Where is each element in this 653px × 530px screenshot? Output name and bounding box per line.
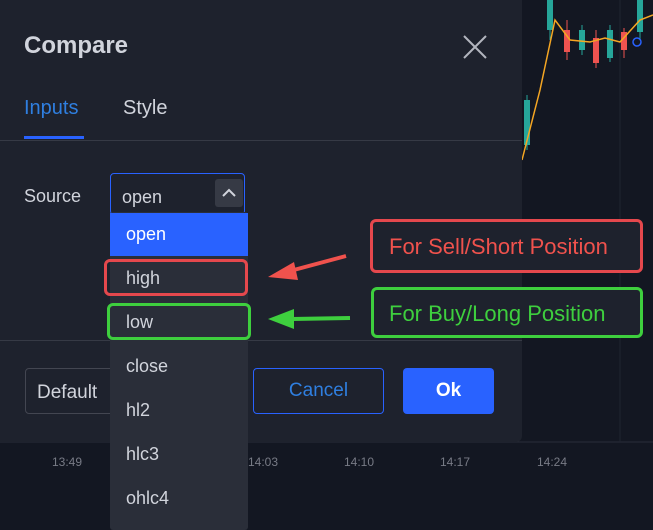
dropdown-list: open high low close hl2 hlc3 ohlc4 bbox=[110, 212, 248, 530]
divider bbox=[0, 140, 522, 141]
ok-button[interactable]: Ok bbox=[403, 368, 494, 414]
sell-annotation: For Sell/Short Position bbox=[370, 219, 643, 273]
dialog-title: Compare bbox=[24, 32, 129, 59]
time-label: 14:10 bbox=[344, 455, 375, 469]
dropdown-option[interactable]: hlc3 bbox=[126, 444, 160, 464]
cancel-button[interactable]: Cancel bbox=[253, 368, 384, 414]
select-value: open bbox=[122, 187, 163, 207]
dropdown-option[interactable]: high bbox=[126, 268, 161, 288]
source-label: Source bbox=[24, 186, 82, 206]
time-label: 14:24 bbox=[537, 455, 568, 469]
dropdown-option[interactable]: low bbox=[126, 312, 154, 332]
time-label: 14:17 bbox=[440, 455, 471, 469]
annotation-text: For Sell/Short Position bbox=[389, 234, 608, 259]
dropdown-option[interactable]: hl2 bbox=[126, 400, 151, 420]
time-label: 13:49 bbox=[52, 455, 83, 469]
caret-icon bbox=[222, 188, 236, 197]
annotation-text: For Buy/Long Position bbox=[389, 301, 606, 326]
close-button[interactable] bbox=[462, 34, 488, 60]
divider bbox=[0, 340, 522, 341]
tab-underline bbox=[24, 136, 84, 139]
time-label: 14:03 bbox=[248, 455, 279, 469]
dropdown-option[interactable]: ohlc4 bbox=[126, 488, 170, 508]
tab-style[interactable]: Style bbox=[123, 97, 168, 119]
dropdown-option[interactable]: open bbox=[110, 213, 248, 256]
highlight-low bbox=[107, 303, 251, 340]
dropdown-option[interactable]: close bbox=[126, 356, 169, 376]
button-label: Default bbox=[37, 382, 98, 403]
tab-inputs[interactable]: Inputs bbox=[24, 97, 79, 119]
select-caret[interactable] bbox=[215, 179, 243, 207]
source-select[interactable]: open bbox=[110, 173, 245, 215]
buy-annotation: For Buy/Long Position bbox=[371, 287, 643, 338]
highlight-high bbox=[104, 259, 248, 296]
